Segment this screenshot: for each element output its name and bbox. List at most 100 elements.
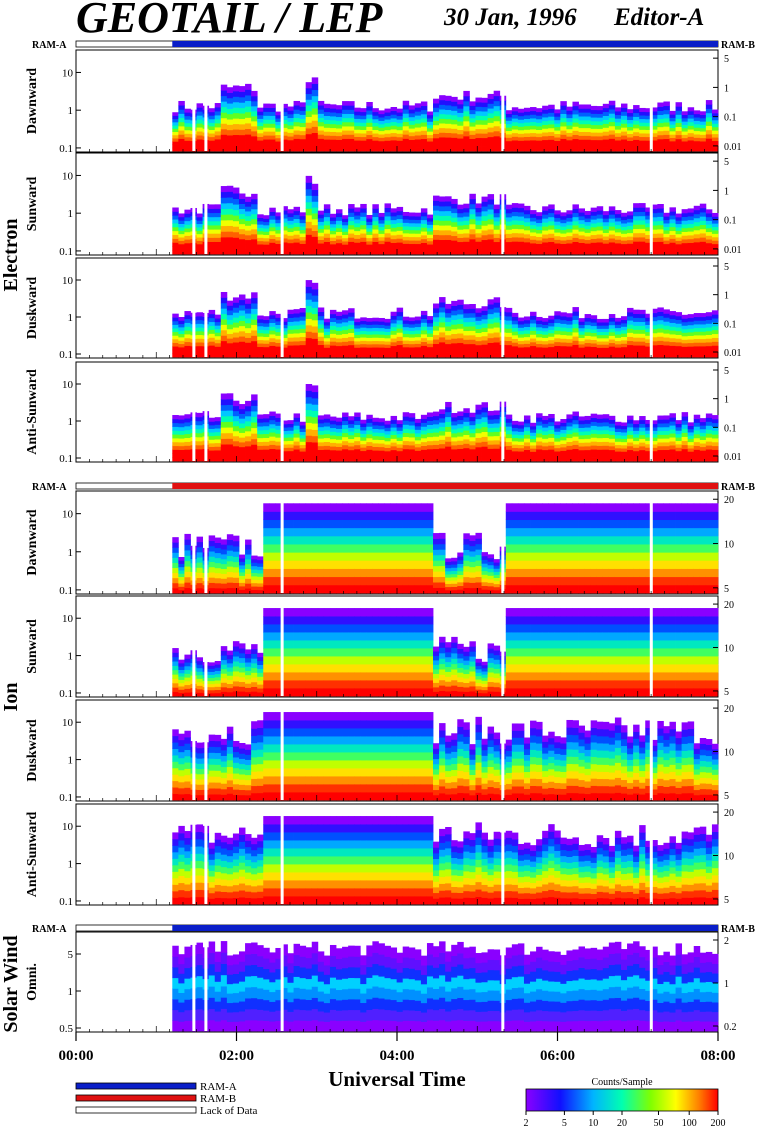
data-gap <box>192 492 196 593</box>
right-tick-label: 0.01 <box>724 452 742 463</box>
right-tick-label: 5 <box>724 54 729 65</box>
right-tick-label: 10 <box>724 644 734 655</box>
group-electron: RAM-A RAM-B Electron Dawnward 10 1 0.1 5 1 0.1 0.0… <box>0 40 755 465</box>
right-tick-label: 5 <box>724 584 729 595</box>
ram-left-label: RAM-A <box>32 40 67 51</box>
right-tick-label: 0.1 <box>724 319 737 330</box>
left-tick-label: 0.1 <box>59 349 73 361</box>
panel-label: Dawnward <box>25 509 40 575</box>
panel-ion-dawnward: Dawnward 10 1 0.1 20 10 5 <box>25 490 734 597</box>
right-tick-label: 0.01 <box>724 348 742 359</box>
legend-swatch <box>75 1082 197 1090</box>
data-gap <box>501 154 505 254</box>
ram-bar-fill <box>172 483 719 489</box>
left-tick-label: 1 <box>68 312 74 324</box>
left-tick-label: 0.1 <box>59 792 73 804</box>
colorbar-tick-label: 200 <box>711 1118 726 1128</box>
left-tick-label: 10 <box>62 275 74 287</box>
left-tick-label: 10 <box>62 717 74 729</box>
left-tick-label: 1 <box>68 105 74 117</box>
colorbar-tick-label: 100 <box>682 1118 697 1128</box>
right-tick-label: 10 <box>724 540 734 551</box>
data-gap <box>204 805 208 904</box>
panel-label: Omni. <box>25 963 40 1001</box>
right-tick-label: 1 <box>724 83 729 94</box>
data-gap <box>192 51 196 151</box>
data-gap <box>649 701 653 800</box>
data-gap <box>280 597 284 696</box>
right-tick-label: 20 <box>724 495 734 506</box>
data-gap <box>192 259 196 357</box>
legend-swatch <box>75 1094 197 1102</box>
left-tick-label: 5 <box>68 949 74 961</box>
data-gap <box>204 933 208 1031</box>
page-title: GEOTAIL / LEP <box>76 0 383 42</box>
panel-ion-anti-sunward: Anti-Sunward 10 1 0.1 20 10 5 <box>25 803 734 908</box>
right-tick-label: 1 <box>724 186 729 197</box>
data-gap <box>280 363 284 461</box>
left-tick-label: 10 <box>62 170 74 182</box>
left-tick-label: 0.1 <box>59 896 73 908</box>
colorbar-title: Counts/Sample <box>591 1077 653 1088</box>
panel-solar-wind-omni-: Omni. 5 1 0.5 2 1 0.2 <box>25 931 737 1035</box>
left-tick-label: 0.5 <box>59 1023 73 1035</box>
right-tick-label: 0.2 <box>724 1022 737 1033</box>
spectrogram <box>172 51 719 152</box>
x-tick-label: 08:00 <box>701 1048 736 1064</box>
legend-label: RAM-B <box>200 1093 236 1105</box>
left-tick-label: 0.1 <box>59 246 73 258</box>
panel-ion-duskward: Duskward 10 1 0.1 20 10 5 <box>25 699 734 804</box>
panel-electron-sunward: Sunward 10 1 0.1 5 1 0.1 0.01 <box>25 152 742 258</box>
panel-label: Dawnward <box>25 68 40 134</box>
panel-electron-anti-sunward: Anti-Sunward 10 1 0.1 5 1 0.1 0.01 <box>25 361 742 465</box>
panel-label: Anti-Sunward <box>25 369 40 455</box>
data-gap <box>501 701 505 800</box>
legend-label: RAM-A <box>200 1081 237 1093</box>
left-tick-label: 0.1 <box>59 585 73 597</box>
left-tick-label: 1 <box>68 208 74 220</box>
data-gap <box>501 492 505 593</box>
x-tick-label: 04:00 <box>380 1048 415 1064</box>
data-gap <box>280 51 284 151</box>
data-gap <box>649 363 653 461</box>
right-tick-label: 5 <box>724 895 729 906</box>
left-tick-label: 0.1 <box>59 453 73 465</box>
data-gap <box>192 701 196 800</box>
observation-date: 30 Jan, 1996 <box>444 4 577 31</box>
data-gap <box>649 492 653 593</box>
spectrogram <box>172 363 719 462</box>
panel-label: Duskward <box>25 277 40 339</box>
ram-bar-fill <box>172 925 719 931</box>
right-tick-label: 20 <box>724 704 734 715</box>
left-tick-label: 0.1 <box>59 143 73 155</box>
right-tick-label: 1 <box>724 291 729 302</box>
ram-left-label: RAM-A <box>32 482 67 493</box>
right-tick-label: 1 <box>724 395 729 406</box>
panel-label: Anti-Sunward <box>25 812 40 898</box>
data-gap <box>192 363 196 461</box>
data-gap <box>204 363 208 461</box>
right-tick-label: 0.1 <box>724 216 737 227</box>
colorbar-tick-label: 10 <box>588 1118 598 1128</box>
right-tick-label: 10 <box>724 748 734 759</box>
spectrogram <box>172 805 719 905</box>
data-gap <box>501 933 505 1031</box>
colorbar-tick-label: 20 <box>617 1118 627 1128</box>
right-tick-label: 10 <box>724 852 734 863</box>
data-gap <box>280 933 284 1031</box>
data-gap <box>649 597 653 696</box>
data-gap <box>649 154 653 254</box>
data-gap <box>280 259 284 357</box>
data-gap <box>501 805 505 904</box>
colorbar <box>525 1088 719 1112</box>
spectrogram <box>172 154 719 255</box>
ram-right-label: RAM-B <box>721 40 755 51</box>
group-label: Electron <box>0 219 22 292</box>
data-gap <box>501 51 505 151</box>
panel-label: Sunward <box>25 619 40 674</box>
data-gap <box>501 597 505 696</box>
panel-ion-sunward: Sunward 10 1 0.1 20 10 5 <box>25 595 734 700</box>
colorbar-tick-label: 2 <box>524 1118 529 1128</box>
right-tick-label: 1 <box>724 979 729 990</box>
